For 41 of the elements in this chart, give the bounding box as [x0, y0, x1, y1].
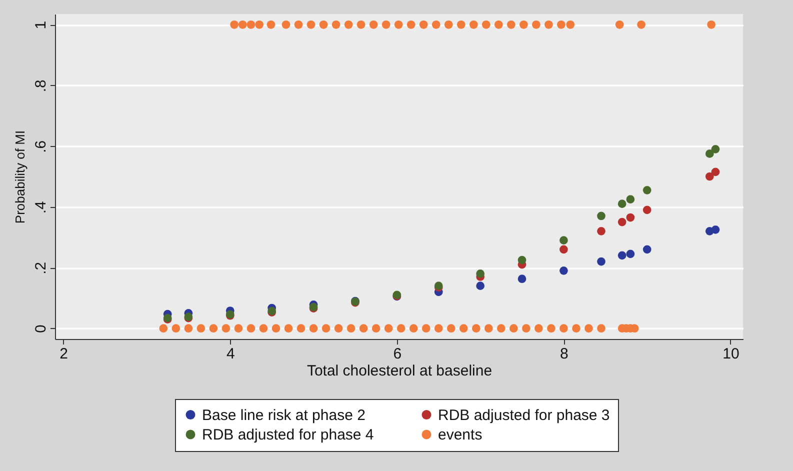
x-axis-title: Total cholesterol at baseline	[306, 362, 492, 380]
point	[642, 245, 652, 254]
y-axis-title: Probability of MI	[12, 130, 28, 224]
x-tick-label: 4	[226, 346, 235, 362]
x-tick-label: 8	[560, 346, 568, 362]
point	[597, 257, 606, 266]
legend-label: RDB adjusted for phase 4	[202, 426, 374, 444]
legend-label: Base line risk at phase 2	[202, 406, 366, 424]
point	[618, 251, 626, 260]
point	[626, 250, 635, 258]
point	[597, 212, 606, 220]
point	[476, 282, 484, 290]
point	[597, 227, 606, 236]
point	[642, 206, 652, 214]
point	[518, 256, 526, 264]
point	[626, 195, 635, 204]
y-tick-label: .2	[32, 262, 50, 274]
point	[705, 150, 714, 158]
point	[711, 144, 720, 154]
x-tick-label: 2	[60, 346, 68, 362]
point	[711, 168, 720, 176]
y-tick-label: .4	[32, 201, 50, 214]
point	[642, 186, 652, 194]
point	[711, 225, 720, 234]
point	[560, 245, 568, 254]
x-tick-label: 10	[722, 346, 740, 362]
y-tick-label: 1	[32, 20, 50, 30]
legend-label: RDB adjusted for phase 3	[438, 406, 610, 424]
legend-label: events	[438, 426, 482, 444]
point	[618, 200, 626, 208]
y-tick-label: .8	[32, 80, 50, 92]
point	[560, 236, 568, 244]
point	[705, 172, 714, 181]
point	[626, 213, 635, 222]
y-tick-label: 0	[32, 324, 50, 334]
point	[618, 218, 626, 226]
point	[560, 266, 568, 275]
point	[518, 274, 526, 284]
point	[476, 270, 484, 278]
x-tick-label: 6	[393, 346, 402, 362]
y-tick-label: .6	[32, 140, 50, 153]
